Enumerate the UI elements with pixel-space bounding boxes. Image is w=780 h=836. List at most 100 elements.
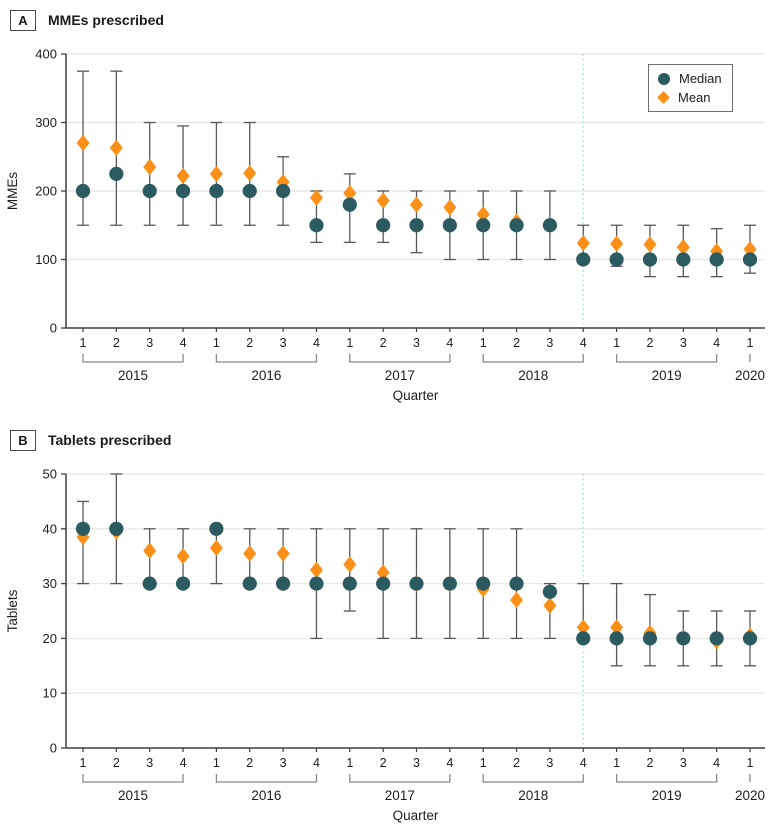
median-point — [276, 183, 291, 199]
x-tick-label: 1 — [747, 336, 754, 350]
mean-point — [676, 239, 690, 256]
median-point — [242, 576, 257, 591]
year-label: 2017 — [385, 368, 415, 383]
median-point — [542, 218, 558, 233]
median-point — [442, 218, 457, 233]
x-tick-label: 2 — [513, 336, 520, 350]
mean-point — [543, 597, 557, 614]
y-tick-label: 200 — [35, 184, 57, 199]
year-label: 2017 — [385, 788, 415, 803]
median-point — [476, 218, 491, 233]
mean-point — [576, 234, 590, 252]
median-point — [642, 252, 658, 267]
median-point — [509, 576, 524, 591]
year-label: 2019 — [652, 788, 682, 803]
x-tick-label: 3 — [146, 756, 153, 770]
x-axis-label: Quarter — [393, 808, 439, 823]
panel-b-title: Tablets prescribed — [48, 432, 172, 448]
mean-point — [143, 542, 157, 559]
x-tick-label: 4 — [580, 336, 587, 350]
mean-point — [209, 165, 223, 183]
panel-a-header: A MMEs prescribed — [10, 8, 780, 32]
mean-point — [176, 548, 190, 565]
x-tick-label: 4 — [713, 336, 720, 350]
median-point — [142, 576, 157, 591]
mean-point — [576, 619, 590, 636]
median-point — [642, 631, 658, 646]
mean-point — [376, 564, 390, 581]
year-bracket — [82, 354, 184, 363]
median-point — [676, 252, 691, 267]
median-point — [276, 576, 291, 591]
year-label: 2018 — [518, 368, 548, 383]
y-axis-label: MMEs — [5, 172, 20, 210]
x-tick-label: 4 — [313, 756, 320, 770]
x-tick-label: 4 — [580, 756, 587, 770]
year-bracket — [482, 774, 584, 783]
median-point — [576, 631, 591, 646]
year-label: 2020 — [735, 368, 765, 383]
legend: Median Mean — [648, 64, 733, 112]
year-label: 2015 — [118, 788, 148, 803]
x-tick-label: 4 — [180, 756, 187, 770]
median-point — [175, 576, 191, 591]
x-tick-label: 4 — [313, 336, 320, 350]
median-point — [576, 252, 591, 267]
year-label: 2016 — [251, 368, 281, 383]
x-tick-label: 4 — [446, 756, 453, 770]
x-axis-label: Quarter — [393, 388, 439, 403]
mean-point — [310, 561, 323, 579]
x-tick-label: 3 — [680, 336, 687, 350]
year-label: 2020 — [735, 788, 765, 803]
y-tick-label: 100 — [35, 252, 57, 267]
year-bracket — [349, 354, 451, 363]
panel-a-badge: A — [10, 9, 36, 31]
year-bracket — [215, 774, 318, 783]
tablets-chart-area: 0 10 20 30 40 50 Tablets 1 2 3 4 1 2 3 4 1 2 3 4 1 2 3 4 1 2 3 4 1 2… — [0, 454, 780, 826]
x-tick-label: 3 — [413, 756, 420, 770]
median-point — [609, 631, 624, 646]
panel-b-header: B Tablets prescribed — [10, 428, 780, 452]
x-tick-label: 2 — [246, 336, 253, 350]
mean-point — [410, 196, 423, 213]
x-tick-label: 1 — [613, 756, 620, 770]
median-point — [209, 521, 224, 536]
y-tick-label: 50 — [43, 467, 57, 482]
x-tick-label: 1 — [747, 756, 754, 770]
x-tick-label: 2 — [513, 756, 520, 770]
y-tick-label: 400 — [35, 47, 57, 62]
median-point — [142, 183, 157, 199]
median-point — [376, 218, 391, 233]
mean-point — [243, 165, 257, 182]
y-tick-label: 0 — [50, 321, 57, 336]
y-tick-label: 20 — [43, 631, 57, 646]
year-bracket — [349, 774, 451, 783]
y-tick-label: 40 — [43, 521, 57, 536]
year-label: 2019 — [652, 368, 682, 383]
x-tick-label: 2 — [380, 336, 387, 350]
median-point — [75, 521, 91, 536]
legend-item-mean: Mean — [657, 90, 722, 105]
y-tick-label: 10 — [43, 686, 57, 701]
median-point — [709, 252, 724, 267]
median-point — [742, 252, 758, 267]
y-axis-label: Tablets — [5, 589, 20, 632]
mme-chart: 0 100 200 300 400 MMEs 1 2 3 4 1 2 3 4 1 2 3 4 1 2 3 4 1 2 3 4 1 20… — [5, 47, 765, 404]
median-point — [676, 631, 691, 646]
year-bracket — [615, 354, 718, 363]
median-point — [709, 631, 724, 646]
mean-point — [209, 539, 223, 557]
median-point — [509, 218, 524, 233]
x-tick-label: 2 — [113, 756, 120, 770]
median-point — [309, 576, 324, 591]
x-tick-label: 1 — [213, 756, 220, 770]
median-point — [742, 631, 758, 646]
x-tick-label: 2 — [646, 336, 653, 350]
year-label: 2015 — [118, 368, 148, 383]
median-point — [409, 218, 424, 233]
tablets-chart: 0 10 20 30 40 50 Tablets 1 2 3 4 1 2 3 4 1 2 3 4 1 2 3 4 1 2 3 4 1 2… — [5, 467, 765, 824]
mean-point — [610, 235, 624, 252]
legend-median-label: Median — [679, 71, 722, 86]
median-point — [75, 183, 91, 199]
